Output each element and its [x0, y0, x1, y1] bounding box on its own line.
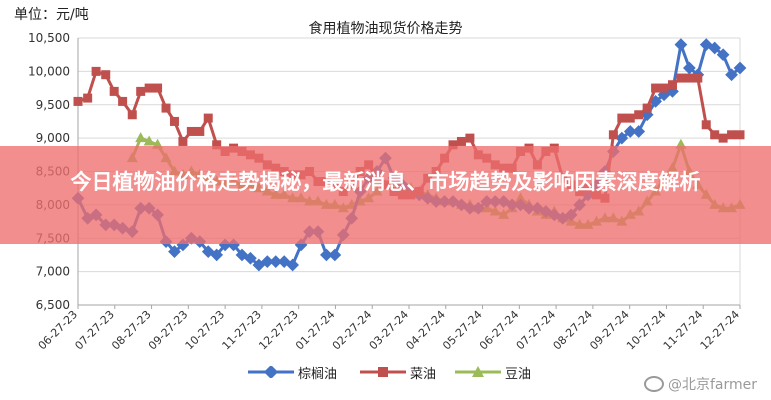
x-tick-label: 11-27-23 — [220, 308, 265, 353]
x-tick-label: 02-27-24 — [330, 308, 375, 353]
x-tick-label: 06-27-24 — [477, 308, 522, 353]
x-tick-label: 07-27-23 — [72, 308, 117, 353]
legend-label-palm: 棕榈油 — [298, 366, 338, 382]
x-tick-label: 03-27-24 — [367, 308, 412, 353]
data-point — [178, 136, 188, 146]
legend: 棕榈油 菜油 豆油 — [0, 362, 771, 382]
weibo-icon — [643, 376, 664, 392]
data-point — [127, 110, 137, 120]
data-point — [286, 258, 300, 272]
x-tick-label: 08-27-24 — [551, 308, 596, 353]
x-tick-label: 09-27-24 — [587, 308, 632, 353]
data-point — [674, 38, 688, 52]
y-tick-label: 9,500 — [36, 98, 70, 112]
data-point — [118, 96, 128, 106]
data-point — [210, 248, 224, 262]
data-point — [710, 130, 720, 140]
chart-title: 食用植物油现货价格走势 — [308, 21, 463, 37]
data-point — [244, 251, 257, 265]
legend-swatch-palm — [248, 366, 294, 378]
data-point — [320, 248, 333, 262]
y-tick-label: 10,500 — [28, 31, 70, 45]
x-tick-label: 12-27-23 — [256, 308, 301, 353]
data-point — [169, 116, 179, 126]
headline-text: 今日植物油价格走势揭秘，最新消息、市场趋势及影响因素深度解析 — [70, 170, 701, 194]
unit-label: 单位：元/吨 — [14, 7, 89, 23]
data-point — [608, 130, 618, 140]
data-point — [632, 125, 646, 138]
data-point — [684, 73, 694, 83]
headline-banner: 今日植物油价格走势揭秘，最新消息、市场趋势及影响因素深度解析 — [0, 146, 771, 244]
x-tick-label: 12-27-24 — [698, 308, 743, 353]
watermark: @北京farmer — [643, 374, 757, 394]
data-point — [260, 255, 274, 268]
data-point — [168, 245, 181, 258]
data-point — [642, 103, 652, 113]
data-point — [195, 126, 205, 136]
watermark-text: @北京farmer — [667, 377, 757, 393]
data-point — [659, 83, 669, 93]
data-point — [269, 255, 283, 268]
data-point — [448, 140, 458, 150]
x-tick-label: 08-27-23 — [109, 308, 154, 353]
legend-swatch-soybean — [455, 366, 501, 377]
y-tick-label: 7,000 — [36, 265, 70, 279]
data-point — [701, 120, 711, 130]
data-point — [693, 73, 703, 83]
y-tick-label: 10,000 — [28, 64, 70, 78]
data-point — [456, 136, 466, 146]
data-point — [135, 132, 147, 143]
x-tick-label: 01-27-24 — [293, 308, 338, 353]
data-point — [634, 110, 644, 120]
legend-item-rapeseed: 菜油 — [360, 362, 436, 382]
x-tick-label: 10-27-24 — [624, 308, 669, 353]
y-tick-label: 6,500 — [36, 298, 70, 312]
x-tick-label: 10-27-23 — [183, 308, 228, 353]
legend-swatch-rapeseed — [360, 367, 406, 377]
data-point — [144, 83, 154, 93]
x-tick-label: 05-27-24 — [440, 308, 485, 353]
legend-label-soybean: 豆油 — [505, 366, 532, 382]
legend-item-palm: 棕榈油 — [248, 362, 337, 382]
data-point — [136, 86, 146, 96]
data-point — [143, 135, 155, 146]
data-point — [212, 140, 222, 150]
data-point — [83, 93, 93, 103]
data-point — [73, 96, 83, 106]
data-point — [328, 248, 342, 262]
data-point — [153, 83, 163, 93]
x-axis: 06-27-2307-27-2308-27-2309-27-2310-27-23… — [36, 304, 743, 353]
data-point — [676, 73, 686, 83]
legend-item-soybean: 豆油 — [455, 362, 531, 382]
data-point — [727, 130, 737, 140]
x-tick-label: 07-27-24 — [514, 308, 559, 353]
x-tick-label: 09-27-23 — [146, 308, 191, 353]
data-point — [667, 80, 677, 90]
legend-label-rapeseed: 菜油 — [410, 366, 437, 382]
data-point — [91, 66, 101, 76]
y-tick-label: 9,000 — [36, 131, 70, 145]
data-point — [465, 133, 475, 143]
data-point — [101, 70, 111, 80]
data-point — [735, 130, 745, 140]
data-point — [625, 113, 635, 123]
data-point — [718, 133, 728, 143]
data-point — [651, 83, 661, 93]
data-point — [109, 86, 119, 96]
data-point — [617, 113, 627, 123]
data-point — [203, 113, 213, 123]
x-tick-label: 06-27-23 — [36, 308, 81, 353]
data-point — [186, 126, 196, 136]
x-tick-label: 04-27-24 — [403, 308, 448, 353]
data-point — [161, 103, 171, 113]
x-tick-label: 11-27-24 — [661, 308, 706, 353]
